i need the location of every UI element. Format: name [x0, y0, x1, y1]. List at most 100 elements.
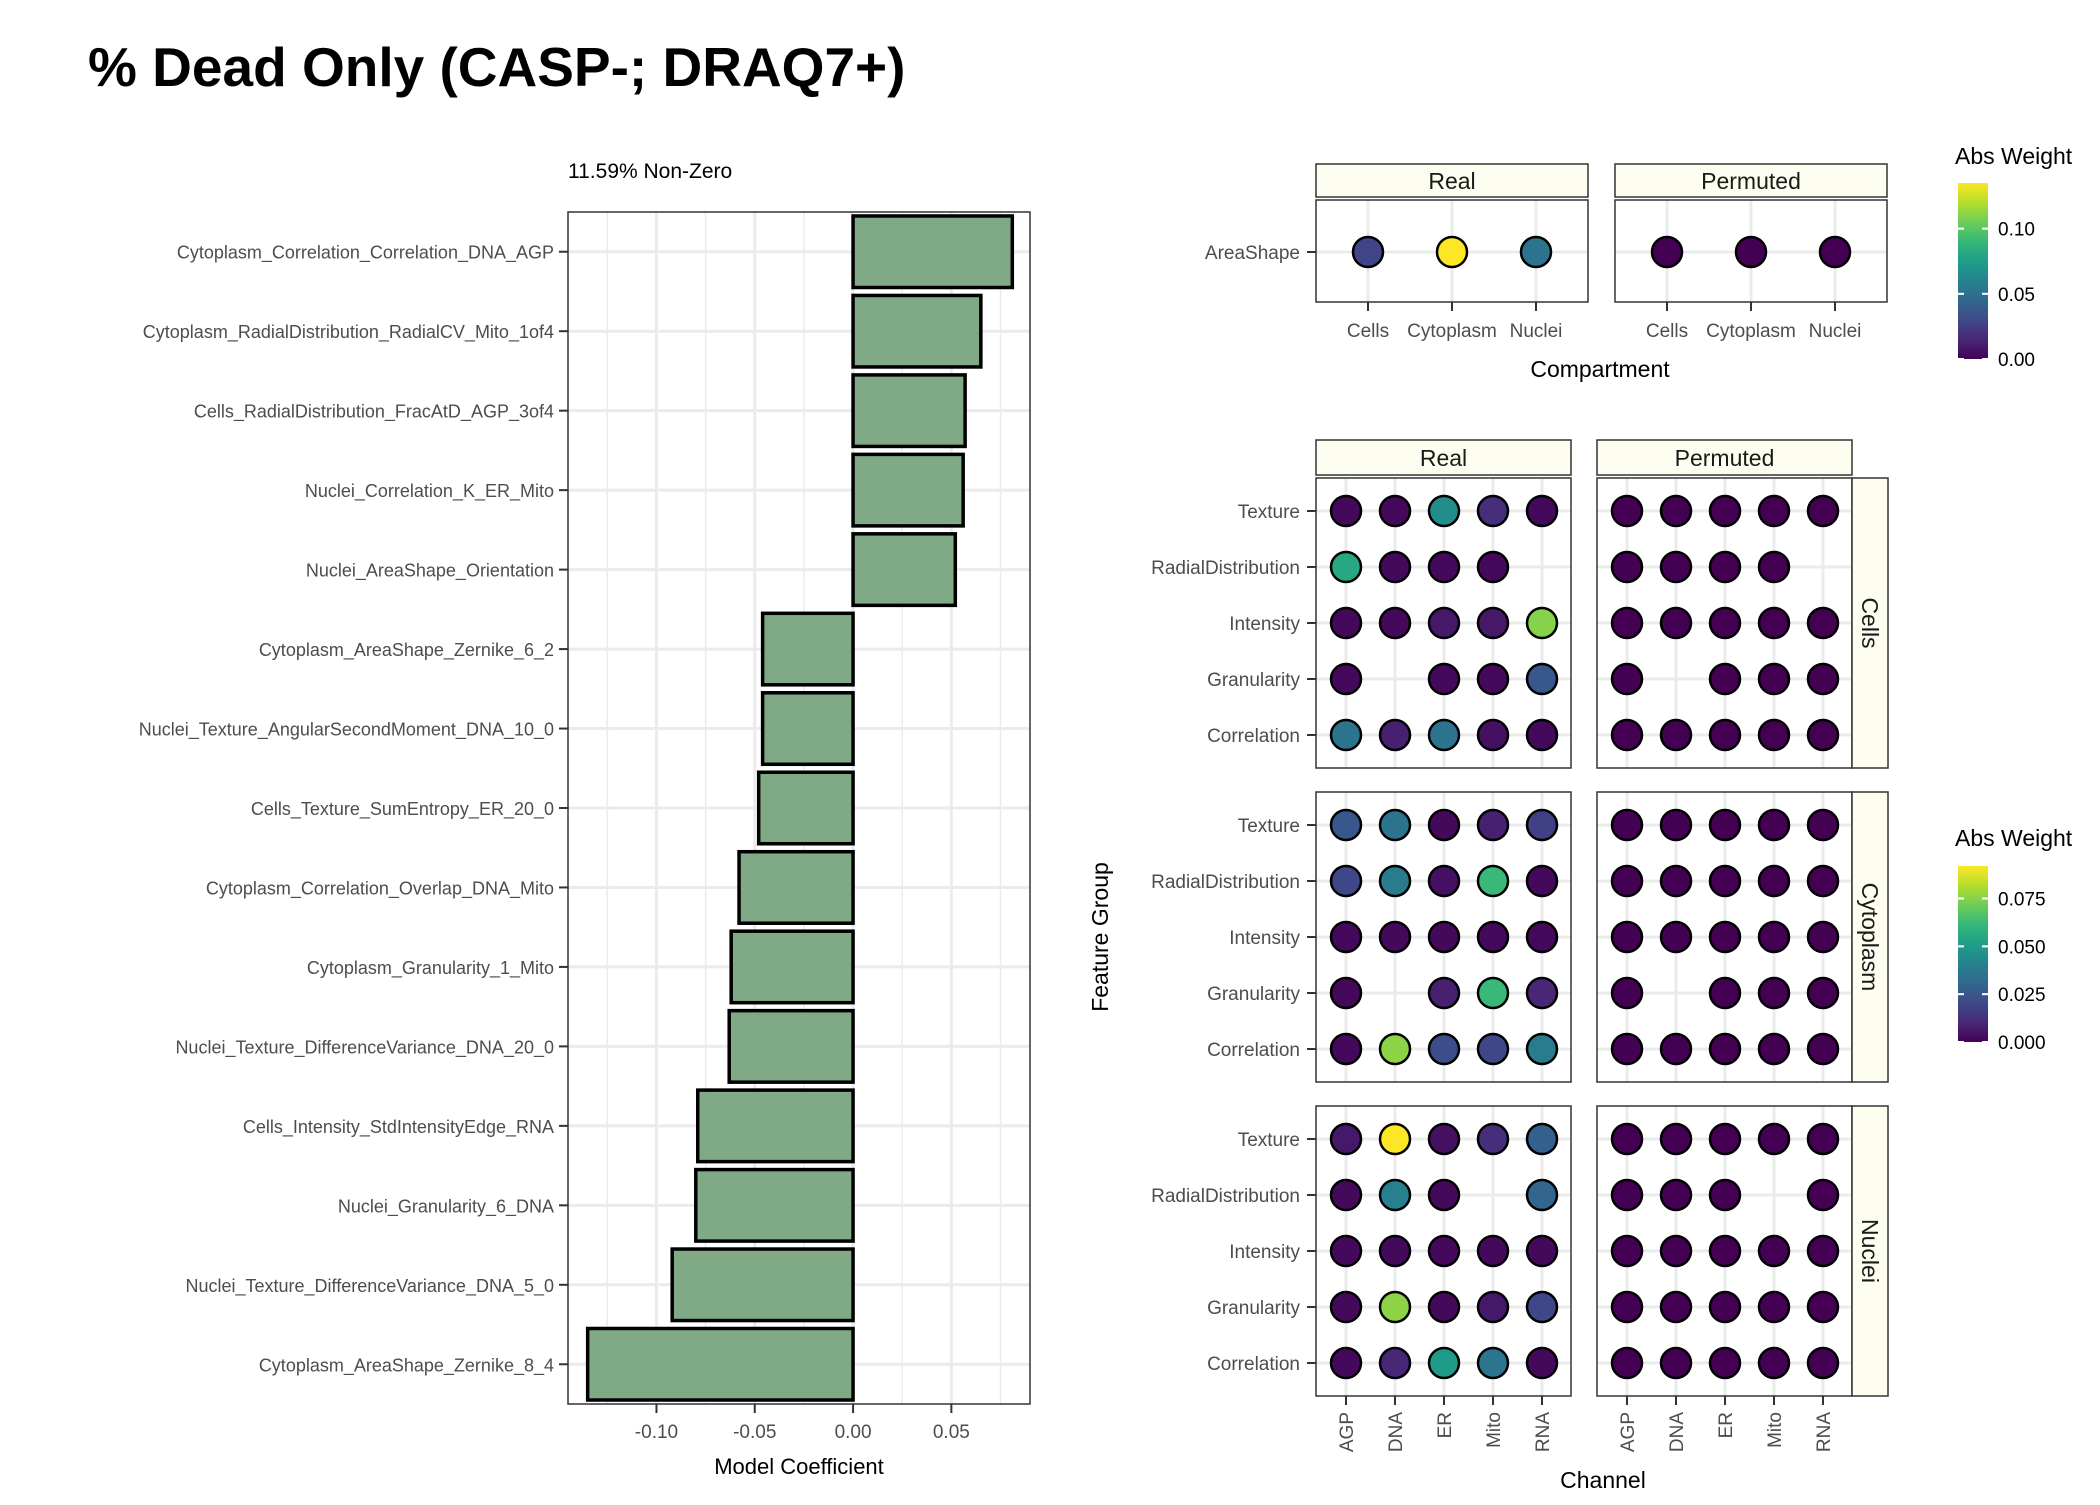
- bottom-dot-real-nuclei-radialdistribution-agp: [1329, 1178, 1363, 1212]
- bottom-dot-real-cells-texture-dna: [1378, 494, 1412, 528]
- bottom-colorbar-label: 0.025: [1998, 985, 2046, 1006]
- bottom-dot-permuted-cytoplasm-correlation-mito: [1757, 1032, 1791, 1066]
- bottom-strip-label: Permuted: [1675, 445, 1775, 471]
- bottom-dot-real-cells-correlation-mito: [1476, 718, 1510, 752]
- bottom-dot-real-cytoplasm-correlation-mito: [1476, 1032, 1510, 1066]
- top-legend-title: Abs Weight: [1955, 143, 2073, 169]
- bar-cytoplasm-correlation-correlation-dna-agp: [851, 214, 1015, 290]
- bottom-dot-permuted-nuclei-radialdistribution-agp: [1610, 1178, 1644, 1212]
- bottom-dot-permuted-nuclei-intensity-dna: [1659, 1234, 1693, 1268]
- bottom-dot-real-cells-radialdistribution-dna: [1378, 550, 1412, 584]
- bottom-dot-permuted-cells-radialdistribution-mito: [1757, 550, 1791, 584]
- bottom-dot-permuted-cytoplasm-intensity-dna: [1659, 920, 1693, 954]
- bar-nuclei-granularity-6-dna: [694, 1167, 855, 1243]
- bottom-dot-real-cells-intensity-agp: [1329, 606, 1363, 640]
- top-dot-real-cells: [1351, 235, 1385, 269]
- bar-cytoplasm-correlation-overlap-dna-mito: [737, 849, 855, 925]
- bottom-dot-permuted-cytoplasm-radialdistribution-rna: [1806, 864, 1840, 898]
- bottom-dot-real-nuclei-intensity-agp: [1329, 1234, 1363, 1268]
- bar-cytoplasm-areashape-zernike-8-4: [585, 1326, 855, 1402]
- bottom-dot-permuted-cytoplasm-radialdistribution-mito: [1757, 864, 1791, 898]
- bottom-dot-real-cytoplasm-texture-er: [1427, 808, 1461, 842]
- bottom-xtick-label: DNA: [1667, 1412, 1688, 1452]
- bottom-dot-permuted-nuclei-correlation-er: [1708, 1346, 1742, 1380]
- top-colorbar: [1958, 183, 1988, 359]
- bottom-dot-real-nuclei-intensity-dna: [1378, 1234, 1412, 1268]
- bottom-dot-real-nuclei-intensity-er: [1427, 1234, 1461, 1268]
- bottom-dot-real-nuclei-intensity-mito: [1476, 1234, 1510, 1268]
- bottom-dot-real-cytoplasm-intensity-mito: [1476, 920, 1510, 954]
- bottom-dot-real-cells-radialdistribution-mito: [1476, 550, 1510, 584]
- bottom-dot-permuted-cells-radialdistribution-agp: [1610, 550, 1644, 584]
- bottom-dot-real-cells-correlation-agp: [1329, 718, 1363, 752]
- top-dot-real-nuclei: [1519, 235, 1553, 269]
- bottom-xtick-label: Mito: [1484, 1412, 1505, 1448]
- bottom-dot-real-nuclei-intensity-rna: [1525, 1234, 1559, 1268]
- bottom-ytick-label: Correlation: [1207, 726, 1300, 747]
- bottom-dot-real-nuclei-radialdistribution-er: [1427, 1178, 1461, 1212]
- bottom-dot-permuted-nuclei-intensity-rna: [1806, 1234, 1840, 1268]
- bottom-dot-real-nuclei-correlation-agp: [1329, 1346, 1363, 1380]
- bottom-dot-real-nuclei-texture-er: [1427, 1122, 1461, 1156]
- bottom-ytick-label: RadialDistribution: [1151, 872, 1300, 893]
- bottom-dot-real-nuclei-granularity-mito: [1476, 1290, 1510, 1324]
- top-colorbar-label: 0.10: [1998, 220, 2035, 241]
- bottom-dot-real-cells-correlation-dna: [1378, 718, 1412, 752]
- bottom-strip-real: [1315, 439, 1572, 476]
- bar-subtitle: 11.59% Non-Zero: [568, 160, 732, 183]
- bottom-legend-title: Abs Weight: [1955, 825, 2073, 851]
- bottom-dot-permuted-cells-intensity-dna: [1659, 606, 1693, 640]
- bottom-dot-real-cells-radialdistribution-er: [1427, 550, 1461, 584]
- bottom-dot-permuted-cytoplasm-correlation-rna: [1806, 1032, 1840, 1066]
- bottom-dot-real-cytoplasm-radialdistribution-rna: [1525, 864, 1559, 898]
- bar-category-label: Cytoplasm_Granularity_1_Mito: [307, 958, 554, 979]
- bottom-dot-permuted-nuclei-granularity-dna: [1659, 1290, 1693, 1324]
- bottom-dot-real-cells-granularity-er: [1427, 662, 1461, 696]
- bottom-dot-permuted-cytoplasm-radialdistribution-er: [1708, 864, 1742, 898]
- bottom-dot-real-cytoplasm-radialdistribution-mito: [1476, 864, 1510, 898]
- bottom-ytick-label: Granularity: [1207, 984, 1300, 1005]
- bottom-ytick-label: RadialDistribution: [1151, 1186, 1300, 1207]
- bottom-dot-real-nuclei-texture-agp: [1329, 1122, 1363, 1156]
- bottom-dot-permuted-cells-granularity-mito: [1757, 662, 1791, 696]
- bar-category-label: Cells_RadialDistribution_FracAtD_AGP_3of…: [194, 402, 554, 423]
- bottom-xtick-label: AGP: [1337, 1412, 1358, 1452]
- bottom-dot-permuted-nuclei-correlation-agp: [1610, 1346, 1644, 1380]
- bottom-dot-permuted-cytoplasm-correlation-er: [1708, 1032, 1742, 1066]
- bottom-dot-permuted-cytoplasm-intensity-rna: [1806, 920, 1840, 954]
- bottom-colorbar-label: 0.050: [1998, 937, 2046, 958]
- bottom-ytick-label: Intensity: [1229, 614, 1300, 635]
- top-colorbar-label: 0.05: [1998, 285, 2035, 306]
- bottom-dot-permuted-cells-radialdistribution-er: [1708, 550, 1742, 584]
- bottom-row-strip-cytoplasm: [1851, 791, 1889, 1083]
- bottom-dot-real-cytoplasm-radialdistribution-er: [1427, 864, 1461, 898]
- bottom-dot-permuted-cells-intensity-rna: [1806, 606, 1840, 640]
- bottom-dot-permuted-nuclei-texture-mito: [1757, 1122, 1791, 1156]
- bar-category-label: Nuclei_Granularity_6_DNA: [338, 1196, 554, 1217]
- bottom-dot-real-nuclei-texture-mito: [1476, 1122, 1510, 1156]
- bottom-dot-permuted-cytoplasm-radialdistribution-agp: [1610, 864, 1644, 898]
- bottom-dot-real-nuclei-correlation-dna: [1378, 1346, 1412, 1380]
- bottom-dot-permuted-nuclei-texture-agp: [1610, 1122, 1644, 1156]
- bottom-xtick-label: RNA: [1814, 1412, 1835, 1452]
- bar-nuclei-areashape-orientation: [851, 532, 958, 608]
- bar-category-label: Cytoplasm_AreaShape_Zernike_8_4: [259, 1355, 554, 1376]
- bottom-row-strip-label: Cells: [1857, 597, 1883, 648]
- bottom-dot-real-nuclei-correlation-rna: [1525, 1346, 1559, 1380]
- bottom-dot-real-nuclei-granularity-dna: [1378, 1290, 1412, 1324]
- bottom-row-strip-label: Cytoplasm: [1857, 883, 1883, 992]
- bottom-dot-real-cytoplasm-correlation-rna: [1525, 1032, 1559, 1066]
- bottom-dot-permuted-cells-texture-agp: [1610, 494, 1644, 528]
- bottom-dot-permuted-nuclei-radialdistribution-rna: [1806, 1178, 1840, 1212]
- bottom-dot-permuted-nuclei-granularity-er: [1708, 1290, 1742, 1324]
- bar-cells-radialdistribution-fracatd-agp-3of4: [851, 373, 967, 449]
- top-dot-permuted-cells: [1650, 235, 1684, 269]
- bottom-dot-permuted-nuclei-texture-dna: [1659, 1122, 1693, 1156]
- bottom-dot-real-cytoplasm-radialdistribution-dna: [1378, 864, 1412, 898]
- bar-cells-texture-sumentropy-er-20-0: [756, 770, 855, 846]
- bottom-dot-real-cells-radialdistribution-agp: [1329, 550, 1363, 584]
- bottom-strip-permuted: [1596, 439, 1853, 476]
- bottom-dot-permuted-cells-intensity-agp: [1610, 606, 1644, 640]
- bottom-dot-real-cytoplasm-texture-dna: [1378, 808, 1412, 842]
- bar-category-label: Nuclei_AreaShape_Orientation: [306, 561, 554, 582]
